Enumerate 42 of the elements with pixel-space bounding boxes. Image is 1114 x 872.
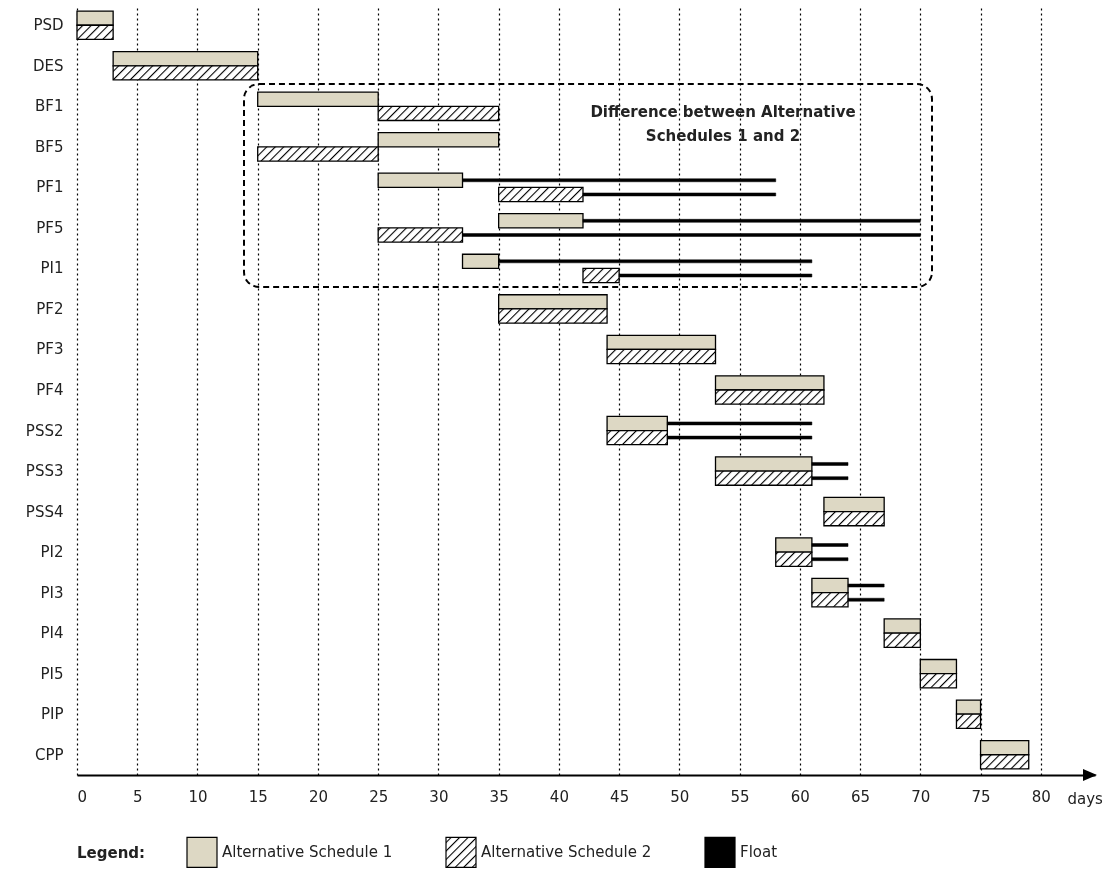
y-tick-label: DES <box>32 56 64 75</box>
y-tick-label: PIP <box>40 705 64 724</box>
x-tick-label: 80 <box>1031 787 1051 806</box>
y-tick-label: PSS2 <box>25 421 64 440</box>
annotation: Difference between Alternative Schedules 1 and 2 <box>589 102 857 147</box>
x-tick-label: 5 <box>132 787 143 806</box>
x-tick-label: 65 <box>851 787 871 806</box>
x-tick-label: 35 <box>489 787 509 806</box>
y-tick-label: CPP <box>34 745 64 764</box>
x-tick-label: 40 <box>549 787 569 806</box>
legend-label: Float <box>740 843 778 862</box>
x-tick-label: 20 <box>308 787 328 806</box>
legend-label: Alternative Schedule 2 <box>481 843 652 862</box>
x-tick-label: 45 <box>610 787 630 806</box>
x-tick-label: 25 <box>369 787 389 806</box>
y-tick-label: BF5 <box>35 137 64 156</box>
x-tick-label: 55 <box>730 787 750 806</box>
y-tick-label: PSS4 <box>25 502 64 521</box>
x-tick-label: 70 <box>911 787 931 806</box>
y-tick-label: PSD <box>33 16 64 35</box>
y-tick-label: PI3 <box>40 583 64 602</box>
y-tick-label: PI4 <box>40 624 64 643</box>
x-tick-label: 10 <box>188 787 208 806</box>
y-tick-label: PF3 <box>36 340 64 359</box>
y-tick-label: PF5 <box>36 218 64 237</box>
x-axis-title: days <box>1067 789 1104 808</box>
x-tick-label: 75 <box>971 787 991 806</box>
legend-label: Alternative Schedule 1 <box>222 843 393 862</box>
x-tick-label: 60 <box>790 787 810 806</box>
y-tick-label: PF4 <box>36 381 64 399</box>
x-tick-label: 0 <box>77 787 88 806</box>
y-tick-label: PF2 <box>36 299 64 318</box>
y-tick-label: PI1 <box>40 259 64 278</box>
y-tick-label: PF1 <box>36 178 64 197</box>
y-tick-label: BF1 <box>35 97 64 116</box>
legend-title: Legend: <box>77 844 146 862</box>
y-tick-label: PI2 <box>40 543 64 562</box>
x-tick-label: 15 <box>248 787 268 806</box>
y-tick-label: PI5 <box>40 664 64 683</box>
x-tick-label: 50 <box>670 787 690 806</box>
y-tick-label: PSS3 <box>25 462 64 481</box>
x-tick-label: 30 <box>429 787 449 806</box>
